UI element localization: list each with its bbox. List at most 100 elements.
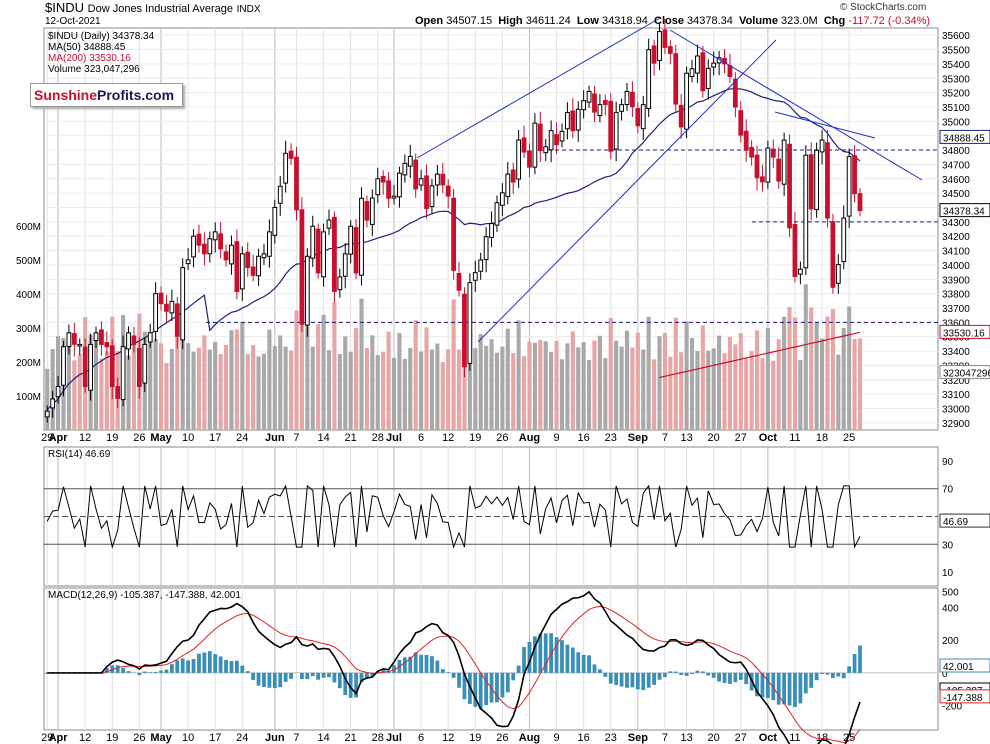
macd-histogram-bar xyxy=(738,672,743,680)
macd-histogram-bar xyxy=(142,671,147,673)
ma200-line xyxy=(659,331,861,379)
macd-histogram-bar xyxy=(402,657,407,673)
volume-bar xyxy=(814,322,819,430)
volume-bar xyxy=(776,339,781,430)
x-tick-label-bottom: Sep xyxy=(628,732,648,744)
volume-bar xyxy=(754,330,760,430)
macd-histogram-bar xyxy=(776,672,781,705)
volume-bar xyxy=(283,346,288,430)
sunshine-profits-logo: SunshineProfits.com xyxy=(30,83,183,107)
price-legend-item: MA(200) 33530.16 xyxy=(48,53,131,64)
candle-body xyxy=(830,221,836,288)
macd-tick-label: 200 xyxy=(942,636,959,647)
volume-bar xyxy=(348,351,353,430)
ma50-value-label-box xyxy=(939,129,990,144)
volume-bar xyxy=(738,333,743,430)
x-tick-label: Sep xyxy=(628,432,648,444)
macd-histogram-bar xyxy=(592,664,597,673)
macd-histogram-bar xyxy=(608,672,613,684)
volume-bar xyxy=(359,298,364,430)
x-tick-label: 25 xyxy=(843,432,855,444)
x-tick-label-bottom: 26 xyxy=(133,732,145,744)
volume-bar xyxy=(657,336,662,430)
macd-histogram-bar xyxy=(728,672,732,684)
x-tick-label: 7 xyxy=(293,432,299,444)
volume-bar xyxy=(711,348,716,430)
volume-bar xyxy=(267,329,272,430)
macd-tick-label: 400 xyxy=(942,604,959,615)
candle-body xyxy=(597,104,603,117)
volume-bar xyxy=(565,343,570,430)
candle-body xyxy=(424,175,429,209)
panel-frame-2 xyxy=(43,587,939,731)
macd-histogram-bar xyxy=(663,672,667,678)
macd-histogram-bar xyxy=(126,671,131,673)
macd-histogram-bar xyxy=(262,672,266,688)
candle-body xyxy=(456,273,462,291)
rsi-tick-label: 30 xyxy=(942,540,954,551)
macd-tick-label: 500 xyxy=(942,587,959,598)
macd-hist-value-label: 42.001 xyxy=(943,662,974,673)
macd-histogram-bar xyxy=(332,672,337,683)
volume-bar xyxy=(852,339,857,430)
macd-tick-label: 0 xyxy=(942,669,948,680)
candle-body xyxy=(527,150,532,168)
macd-histogram-bar xyxy=(289,672,293,679)
volume-bar xyxy=(841,327,846,430)
volume-bar xyxy=(299,291,304,430)
volume-bar xyxy=(397,333,402,430)
candle-body xyxy=(445,185,451,197)
candle-body xyxy=(153,293,159,332)
volume-value-label-box xyxy=(939,365,990,380)
volume-bar xyxy=(771,360,776,430)
x-tick-label-bottom: 10 xyxy=(182,732,194,744)
x-tick-label-bottom: 13 xyxy=(680,732,692,744)
volume-bar xyxy=(104,351,109,430)
volume-bar xyxy=(641,349,646,430)
volume-bar xyxy=(337,354,342,430)
volume-bar xyxy=(787,306,792,430)
volume-bar xyxy=(435,343,440,430)
volume-bar xyxy=(538,339,543,430)
macd-legend: MACD(12,26,9) -105.387, -147.388, 42.001 xyxy=(48,590,241,601)
candle-body xyxy=(104,342,110,348)
macd-histogram-bar xyxy=(603,672,608,677)
x-tick-label: 27 xyxy=(735,432,747,444)
volume-bar xyxy=(559,359,565,430)
volume-bar xyxy=(186,343,191,430)
candle-body xyxy=(467,282,473,364)
candle-body xyxy=(608,100,614,152)
index-name: Dow Jones Industrial Average xyxy=(87,3,233,15)
x-tick-label: 19 xyxy=(106,432,118,444)
x-tick-label: Aug xyxy=(519,432,540,444)
volume-bar xyxy=(245,354,250,430)
volume-bar xyxy=(386,331,391,430)
macd-histogram-bar xyxy=(679,672,684,676)
candle-body xyxy=(185,259,191,265)
candle-body xyxy=(288,150,294,159)
x-tick-label-bottom: 27 xyxy=(735,732,747,744)
candle-body xyxy=(201,243,207,255)
macd-histogram-bar xyxy=(316,672,321,680)
volume-bar xyxy=(511,353,516,430)
macd-histogram-bar xyxy=(348,672,353,698)
volume-bar xyxy=(72,360,77,430)
candle-body xyxy=(212,231,218,241)
candle-body xyxy=(93,332,99,342)
candle-body xyxy=(174,303,180,337)
volume-bar xyxy=(668,356,673,430)
y-tick-label: 35600 xyxy=(942,31,970,42)
candle-body xyxy=(272,206,278,236)
volume-tick-label: 300M xyxy=(16,324,41,335)
volume-bar xyxy=(77,354,82,430)
candle-body xyxy=(413,159,419,190)
volume-bar xyxy=(419,351,424,430)
macd-histogram-bar xyxy=(148,672,153,673)
volume-bar xyxy=(294,310,299,430)
candle-body xyxy=(808,154,814,210)
volume-bar xyxy=(251,345,256,430)
volume-bar xyxy=(809,307,814,430)
candle-body xyxy=(738,110,744,136)
y-tick-label: 33100 xyxy=(942,390,970,401)
